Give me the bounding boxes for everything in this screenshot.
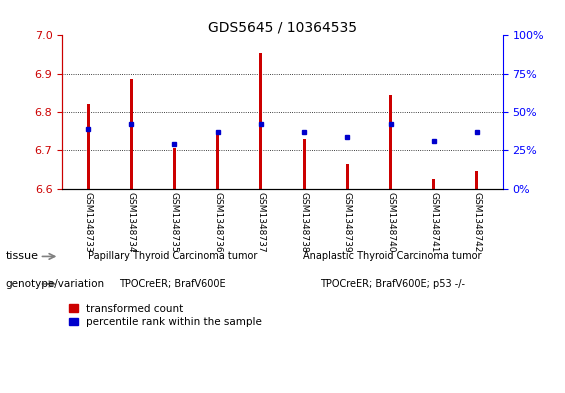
Text: GSM1348736: GSM1348736 — [213, 192, 222, 253]
Bar — [346, 164, 349, 189]
Legend: transformed count, percentile rank within the sample: transformed count, percentile rank withi… — [67, 302, 264, 329]
Bar — [475, 171, 479, 189]
Text: GSM1348737: GSM1348737 — [257, 192, 266, 253]
Text: TPOCreER; BrafV600E: TPOCreER; BrafV600E — [119, 279, 225, 289]
Bar — [303, 139, 306, 189]
Text: GSM1348741: GSM1348741 — [429, 192, 438, 253]
Bar — [259, 53, 262, 189]
Text: GSM1348734: GSM1348734 — [127, 192, 136, 253]
Text: GSM1348739: GSM1348739 — [343, 192, 352, 253]
Bar — [432, 179, 435, 189]
Title: GDS5645 / 10364535: GDS5645 / 10364535 — [208, 20, 357, 34]
Text: GSM1348740: GSM1348740 — [386, 192, 395, 253]
Text: TPOCreER; BrafV600E; p53 -/-: TPOCreER; BrafV600E; p53 -/- — [320, 279, 465, 289]
Text: GSM1348738: GSM1348738 — [299, 192, 308, 253]
Text: Papillary Thyroid Carcinoma tumor: Papillary Thyroid Carcinoma tumor — [88, 252, 257, 261]
Bar — [216, 133, 219, 189]
Bar — [389, 95, 392, 189]
Text: Anaplastic Thyroid Carcinoma tumor: Anaplastic Thyroid Carcinoma tumor — [303, 252, 482, 261]
Bar — [130, 79, 133, 189]
Text: GSM1348735: GSM1348735 — [170, 192, 179, 253]
Bar — [86, 105, 90, 189]
Bar — [173, 149, 176, 189]
Text: genotype/variation: genotype/variation — [6, 279, 105, 289]
Text: tissue: tissue — [6, 252, 38, 261]
Text: GSM1348733: GSM1348733 — [84, 192, 93, 253]
Text: GSM1348742: GSM1348742 — [472, 192, 481, 253]
